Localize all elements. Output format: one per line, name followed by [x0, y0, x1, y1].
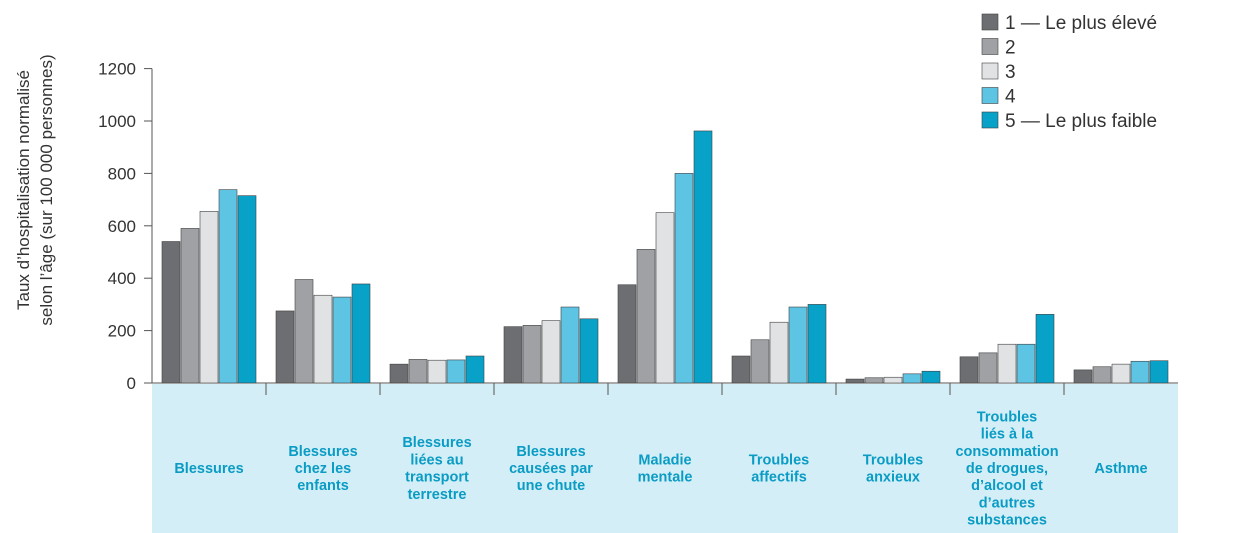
bars: [161, 130, 1169, 384]
legend: 1 — Le plus élevé 2 3 4 5 — Le plus faible: [981, 13, 1157, 132]
bar: [997, 343, 1017, 384]
bar: [446, 359, 466, 384]
bar: [959, 356, 979, 384]
bar: [1149, 360, 1169, 384]
bar: [674, 173, 694, 384]
legend-swatch: [981, 13, 999, 31]
category-label: Blessures causées par une chute: [509, 444, 593, 494]
y-axis-label-line2: selon l’âge (sur 100 000 personnes): [37, 54, 56, 325]
category-label: Blessures: [174, 461, 243, 477]
legend-label: 4: [1005, 87, 1016, 108]
legend-label: 5 — Le plus faible: [1005, 111, 1157, 132]
bar: [883, 376, 903, 384]
y-tick-label: 400: [108, 269, 136, 288]
category-label: Blessures chez les enfants: [288, 444, 357, 494]
y-tick-label: 1200: [98, 60, 136, 79]
bar: [560, 306, 580, 384]
bar: [275, 310, 295, 384]
category-label: Troubles liés à la consommation de drogues,…: [955, 409, 1058, 528]
bar: [408, 359, 428, 384]
category-labels: Blessures Blessures chez les enfants Blessur…: [174, 409, 1147, 528]
bar: [351, 283, 371, 384]
bar: [427, 359, 447, 384]
bar: [218, 189, 238, 384]
bar: [161, 241, 181, 384]
bar: [294, 279, 314, 384]
bar: [845, 378, 865, 384]
category-label: Maladie mentale: [638, 452, 693, 485]
y-tick-label: 600: [108, 217, 136, 236]
bar: [655, 212, 675, 384]
bar: [1130, 360, 1150, 384]
bar: [465, 355, 485, 384]
bar: [199, 211, 219, 384]
bar: [921, 370, 941, 384]
category-band-area: [152, 384, 1178, 533]
legend-swatch: [981, 62, 999, 80]
category-label: Asthme: [1094, 461, 1147, 477]
bar: [332, 296, 352, 384]
bar: [902, 373, 922, 384]
bar: [541, 320, 561, 384]
bar: [1092, 366, 1112, 384]
category-band: [152, 384, 1178, 533]
bar: [978, 352, 998, 384]
bar: [788, 306, 808, 384]
category-label: Troubles affectifs: [749, 452, 809, 485]
bar: [636, 249, 656, 384]
legend-label: 1 — Le plus élevé: [1005, 13, 1157, 34]
bar: [769, 321, 789, 384]
legend-label: 3: [1005, 62, 1016, 83]
legend-swatch: [981, 38, 999, 55]
bar: [1035, 314, 1055, 384]
bar: [579, 318, 599, 384]
bar: [731, 355, 751, 384]
bar: [180, 228, 200, 384]
y-tick-label: 1000: [98, 112, 136, 131]
bar: [1073, 369, 1093, 384]
y-tick-label: 200: [108, 322, 136, 341]
bar: [693, 130, 713, 384]
category-label: Troubles anxieux: [863, 452, 923, 485]
bar: [750, 339, 770, 384]
y-tick-label: 0: [127, 374, 136, 393]
bar: [1016, 343, 1036, 384]
bar: [237, 195, 257, 384]
bar: [617, 284, 637, 384]
bar: [1111, 363, 1131, 384]
bar: [313, 294, 333, 384]
bar: [522, 325, 542, 384]
category-label: Blessures liées au transport terrestre: [402, 435, 471, 503]
bar: [389, 363, 409, 384]
legend-swatch: [981, 111, 999, 129]
bar: [807, 304, 827, 384]
bar: [503, 326, 523, 384]
y-axis-label-line1: Taux d’hospitalisation normalisé: [14, 70, 33, 310]
legend-swatch: [981, 87, 999, 104]
bar: [864, 377, 884, 384]
y-tick-label: 800: [108, 164, 136, 183]
legend-label: 2: [1005, 38, 1016, 59]
